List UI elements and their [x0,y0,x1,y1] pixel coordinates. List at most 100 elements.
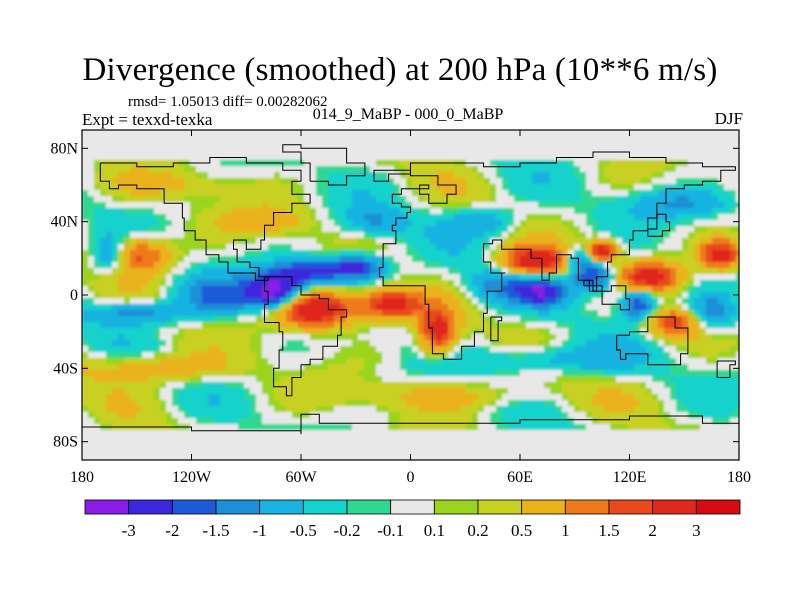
field-cell [442,232,449,239]
field-cell [592,154,599,161]
field-cell [454,274,461,281]
field-cell [664,382,671,389]
field-cell [682,322,689,329]
field-cell [676,292,683,299]
field-cell [664,184,671,191]
field-cell [532,130,539,137]
field-cell [214,244,221,251]
field-cell [238,178,245,185]
field-cell [238,172,245,179]
field-cell [370,388,377,395]
field-cell [472,202,479,209]
field-cell [394,358,401,365]
field-cell [268,358,275,365]
field-cell [184,196,191,203]
field-cell [586,226,593,233]
field-cell [586,292,593,299]
field-cell [526,394,533,401]
field-cell [328,160,335,167]
field-cell [250,220,257,227]
field-cell [250,322,257,329]
field-cell [226,370,233,377]
field-cell [652,160,659,167]
field-cell [142,172,149,179]
field-cell [244,352,251,359]
field-cell [664,166,671,173]
field-cell [328,208,335,215]
field-cell [682,328,689,335]
field-cell [574,322,581,329]
field-cell [706,226,713,233]
field-cell [616,292,623,299]
field-cell [538,136,545,143]
field-cell [364,382,371,389]
field-cell [562,130,569,137]
field-cell [238,340,245,347]
field-cell [334,280,341,287]
field-cell [208,280,215,287]
field-cell [412,364,419,371]
field-cell [538,202,545,209]
field-cell [220,238,227,245]
field-cell [448,130,455,137]
field-cell [184,178,191,185]
field-cell [154,358,161,365]
field-cell [520,226,527,233]
field-cell [700,316,707,323]
field-cell [310,388,317,395]
field-cell [250,226,257,233]
field-cell [520,142,527,149]
field-cell [244,148,251,155]
field-cell [556,148,563,155]
field-cell [394,172,401,179]
field-cell [730,136,737,143]
field-cell [184,148,191,155]
field-cell [88,400,95,407]
field-cell [490,268,497,275]
field-cell [154,160,161,167]
field-cell [352,394,359,401]
field-cell [136,310,143,317]
field-cell [268,262,275,269]
field-cell [682,298,689,305]
field-cell [670,280,677,287]
field-cell [640,178,647,185]
field-cell [502,160,509,167]
field-cell [658,148,665,155]
field-cell [214,196,221,203]
field-cell [466,370,473,377]
field-cell [292,190,299,197]
field-cell [562,334,569,341]
field-cell [214,334,221,341]
field-cell [586,220,593,227]
field-cell [508,238,515,245]
field-cell [82,298,89,305]
field-cell [622,346,629,353]
field-cell [148,262,155,269]
field-cell [334,250,341,257]
field-cell [280,130,287,137]
field-cell [340,244,347,251]
field-cell [346,274,353,281]
field-cell [544,334,551,341]
field-cell [352,184,359,191]
field-cell [82,400,89,407]
field-cell [88,202,95,209]
field-cell [382,286,389,293]
field-cell [526,376,533,383]
field-cell [166,202,173,209]
field-cell [514,346,521,353]
field-cell [400,190,407,197]
field-cell [556,280,563,287]
field-cell [106,250,113,257]
field-cell [418,298,425,305]
field-cell [508,346,515,353]
field-cell [610,382,617,389]
field-cell [412,298,419,305]
field-cell [424,364,431,371]
field-cell [574,214,581,221]
field-cell [598,130,605,137]
field-cell [190,220,197,227]
field-cell [358,280,365,287]
field-cell [634,166,641,173]
